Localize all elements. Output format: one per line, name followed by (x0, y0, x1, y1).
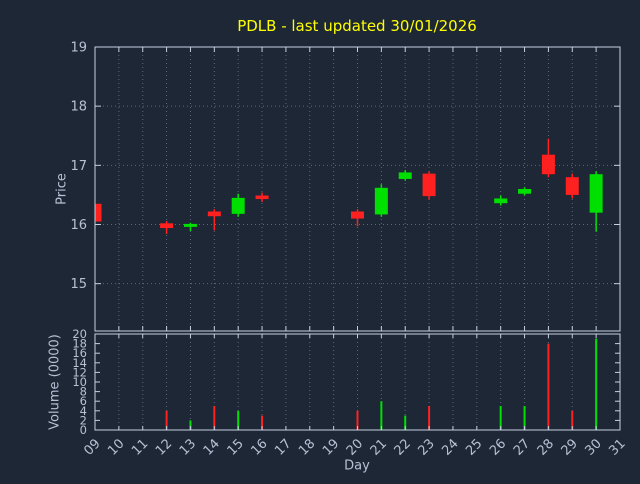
day-tick-label: 28 (535, 436, 557, 458)
candle-body (518, 189, 532, 194)
candle (398, 170, 412, 181)
candle (160, 220, 174, 234)
candle (541, 138, 555, 178)
candle-body (422, 173, 436, 197)
candle-body (95, 203, 102, 222)
volume-tick-label: 20 (72, 327, 87, 341)
day-tick-label: 20 (344, 436, 366, 458)
candle-body (494, 198, 508, 204)
candles-layer (95, 138, 603, 234)
day-tick-label: 27 (511, 436, 533, 458)
candle-body (541, 154, 555, 175)
day-tick-label: 19 (320, 436, 342, 458)
day-tick-label: 18 (296, 436, 318, 458)
candle-body (374, 187, 388, 215)
candle-body (589, 174, 603, 213)
candle (231, 193, 245, 217)
volume-tick-label: 0 (80, 423, 87, 437)
day-tick-label: 11 (129, 436, 151, 458)
volume-tick-label: 8 (80, 385, 87, 399)
volume-tick-label: 2 (80, 413, 87, 427)
day-tick-label: 12 (153, 436, 175, 458)
day-tick-label: 23 (415, 436, 437, 458)
candle (518, 187, 532, 196)
volume-tick-label: 12 (72, 365, 87, 379)
day-tick-label: 25 (463, 436, 485, 458)
volume-tick-label: 16 (72, 346, 87, 360)
day-tick-label: 21 (368, 436, 390, 458)
candle-body (351, 211, 364, 219)
day-tick-label: 31 (606, 436, 628, 458)
chart-title: PDLB - last updated 30/01/2026 (237, 17, 477, 35)
day-tick-label: 26 (487, 436, 509, 458)
candle (422, 171, 436, 200)
candle-body (160, 223, 174, 229)
candle-body (183, 223, 197, 227)
day-tick-label: 09 (81, 436, 103, 458)
volume-tick-label: 18 (72, 337, 87, 351)
candle (351, 209, 364, 227)
day-tick-label: 24 (439, 436, 461, 458)
candle-body (565, 177, 579, 195)
day-tick-label: 29 (559, 436, 581, 458)
x-axis-label: Day (344, 458, 370, 474)
day-tick-label: 17 (272, 436, 294, 458)
volume-tick-label: 4 (80, 404, 87, 418)
candle (494, 195, 508, 206)
volume-tick-label: 14 (72, 356, 87, 370)
price-tick-label: 17 (70, 159, 87, 174)
candle-body (398, 172, 412, 179)
volume-tick-label: 10 (72, 375, 87, 389)
candle (374, 184, 388, 217)
price-tick-label: 19 (70, 41, 87, 56)
price-panel-border (94, 46, 621, 332)
day-tick-label: 14 (201, 436, 223, 458)
day-tick-label: 10 (105, 436, 127, 458)
candle-body (207, 211, 221, 217)
volume-axis-label: Volume (0000) (47, 334, 63, 430)
day-tick-label: 13 (177, 436, 199, 458)
day-tick-label: 30 (583, 436, 605, 458)
candle-body (255, 195, 269, 200)
volume-tick-label: 6 (80, 394, 87, 408)
price-axis-label: Price (54, 173, 70, 205)
candle (565, 173, 579, 199)
candle (95, 203, 102, 222)
day-tick-label: 15 (225, 436, 247, 458)
price-tick-label: 18 (70, 100, 87, 115)
candle (589, 171, 603, 232)
price-tick-label: 16 (70, 218, 87, 233)
price-tick-label: 15 (70, 277, 87, 292)
candle (207, 209, 221, 231)
day-tick-label: 22 (392, 436, 414, 458)
day-tick-label: 16 (248, 436, 270, 458)
candle (183, 222, 197, 232)
candle-body (231, 197, 245, 214)
candle (255, 192, 269, 203)
